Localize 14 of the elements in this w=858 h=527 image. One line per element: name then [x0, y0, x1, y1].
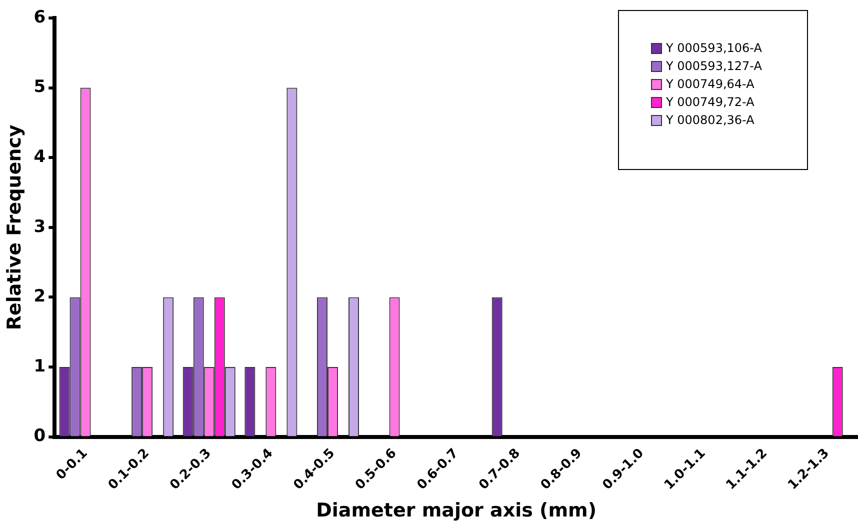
legend-label: Y 000593,127-A: [666, 59, 762, 73]
legend-label: Y 000749,72-A: [666, 95, 754, 109]
y-tick-label: 1: [34, 356, 46, 376]
legend-label: Y 000593,106-A: [666, 41, 762, 55]
y-tick-label: 0: [34, 426, 46, 446]
y-tick-label: 6: [34, 7, 46, 28]
y-tick-label: 5: [34, 77, 46, 98]
x-axis-title: Diameter major axis (mm): [316, 500, 597, 522]
y-axis-title: Relative Frequency: [3, 124, 26, 330]
legend-label: Y 000802,36-A: [666, 113, 754, 127]
legend-label: Y 000749,64-A: [666, 77, 754, 91]
y-tick-label: 2: [34, 286, 46, 307]
y-tick-label: 4: [34, 147, 46, 168]
y-tick-label: 3: [34, 216, 46, 237]
